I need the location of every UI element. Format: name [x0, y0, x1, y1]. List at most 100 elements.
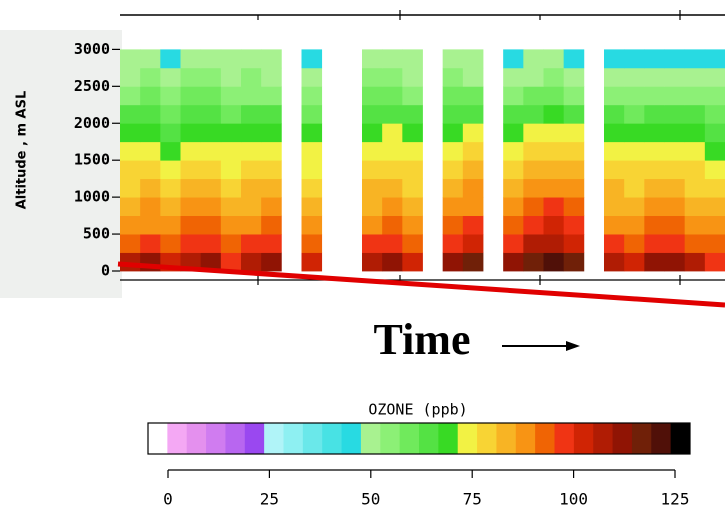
heat-cell: [503, 197, 524, 216]
heat-cell: [362, 234, 383, 253]
heat-cell: [503, 141, 524, 161]
heat-cell: [624, 49, 645, 69]
heat-cell: [563, 86, 585, 106]
colorbar-cell: [322, 423, 343, 454]
heat-cell: [362, 104, 383, 124]
heat-cell: [624, 160, 645, 180]
heat-cell: [684, 49, 706, 69]
heat-cell: [382, 49, 403, 69]
heat-cell: [140, 86, 161, 106]
heat-cell: [684, 123, 706, 143]
heat-cell: [140, 178, 161, 198]
heat-cell: [362, 141, 383, 161]
heat-cell: [664, 49, 686, 69]
colorbar-cell: [341, 423, 362, 454]
heat-cell: [301, 49, 323, 69]
heat-cell: [120, 49, 141, 69]
y-axis-label: Altitude , m ASL: [15, 91, 30, 210]
heat-cell: [624, 234, 645, 253]
heat-cell: [200, 104, 222, 124]
heat-cell: [402, 67, 423, 87]
heat-cell: [563, 104, 585, 124]
heat-cell: [644, 123, 665, 143]
heat-cell: [664, 178, 686, 198]
heat-cell: [563, 141, 585, 161]
heat-cell: [543, 86, 565, 106]
heat-cell: [543, 104, 565, 124]
time-arrow: [502, 341, 580, 351]
heat-cell: [362, 67, 383, 87]
heat-cell: [120, 178, 141, 198]
heat-cell: [362, 86, 383, 106]
colorbar-cell: [670, 423, 691, 454]
colorbar-cell: [612, 423, 633, 454]
heat-cell: [402, 123, 423, 143]
heat-cell: [220, 178, 242, 198]
heat-cell: [503, 67, 524, 87]
heat-cell: [180, 86, 202, 106]
heat-cell: [120, 160, 141, 180]
heat-cell: [543, 178, 565, 198]
heat-cell: [664, 215, 686, 235]
heat-cell: [644, 141, 665, 161]
heat-cell: [362, 215, 383, 235]
heat-cell: [462, 104, 484, 124]
heat-cell: [362, 178, 383, 198]
heat-cell: [563, 252, 585, 272]
heat-cell: [180, 123, 202, 143]
heat-cell: [200, 252, 222, 272]
heat-cell: [140, 215, 161, 235]
colorbar-cell: [496, 423, 517, 454]
heat-cell: [543, 49, 565, 69]
heat-cell: [624, 123, 645, 143]
heat-cell: [704, 104, 725, 124]
heat-cell: [382, 141, 403, 161]
heat-cell: [442, 197, 464, 216]
heat-cell: [241, 252, 262, 272]
heat-cell: [523, 252, 544, 272]
heat-cell: [120, 123, 141, 143]
heat-cell: [523, 123, 544, 143]
colorbar-cell: [438, 423, 459, 454]
heat-cell: [644, 104, 665, 124]
heat-cell: [220, 141, 242, 161]
heat-cell: [684, 160, 706, 180]
heat-cell: [241, 123, 262, 143]
heat-cell: [382, 123, 403, 143]
heat-cell: [563, 123, 585, 143]
heat-cell: [563, 215, 585, 235]
colorbar-cell: [225, 423, 246, 454]
heat-cell: [503, 234, 524, 253]
y-tick-label: 0: [101, 262, 110, 280]
colorbar-cell: [148, 423, 168, 454]
heat-cell: [140, 49, 161, 69]
heat-cell: [261, 104, 282, 124]
heat-cell: [200, 123, 222, 143]
heat-cell: [402, 215, 423, 235]
heat-cell: [664, 252, 686, 272]
heat-cell: [503, 123, 524, 143]
heat-cell: [180, 104, 202, 124]
heat-cell: [241, 160, 262, 180]
heat-cell: [301, 104, 323, 124]
heat-cell: [140, 141, 161, 161]
heat-cell: [180, 67, 202, 87]
heat-cell: [382, 160, 403, 180]
heat-cell: [563, 197, 585, 216]
heat-cell: [382, 67, 403, 87]
heat-cell: [523, 141, 544, 161]
heat-cell: [301, 197, 323, 216]
heat-cell: [543, 141, 565, 161]
heat-cell: [442, 215, 464, 235]
heat-cell: [200, 234, 222, 253]
red-line: [117, 261, 725, 308]
heat-cell: [120, 104, 141, 124]
heat-cell: [301, 215, 323, 235]
heat-cell: [160, 67, 181, 87]
colorbar-cell: [573, 423, 594, 454]
heat-cell: [624, 178, 645, 198]
heat-cell: [684, 234, 706, 253]
heat-cell: [704, 86, 725, 106]
heat-cell: [160, 104, 181, 124]
heat-cell: [644, 234, 665, 253]
